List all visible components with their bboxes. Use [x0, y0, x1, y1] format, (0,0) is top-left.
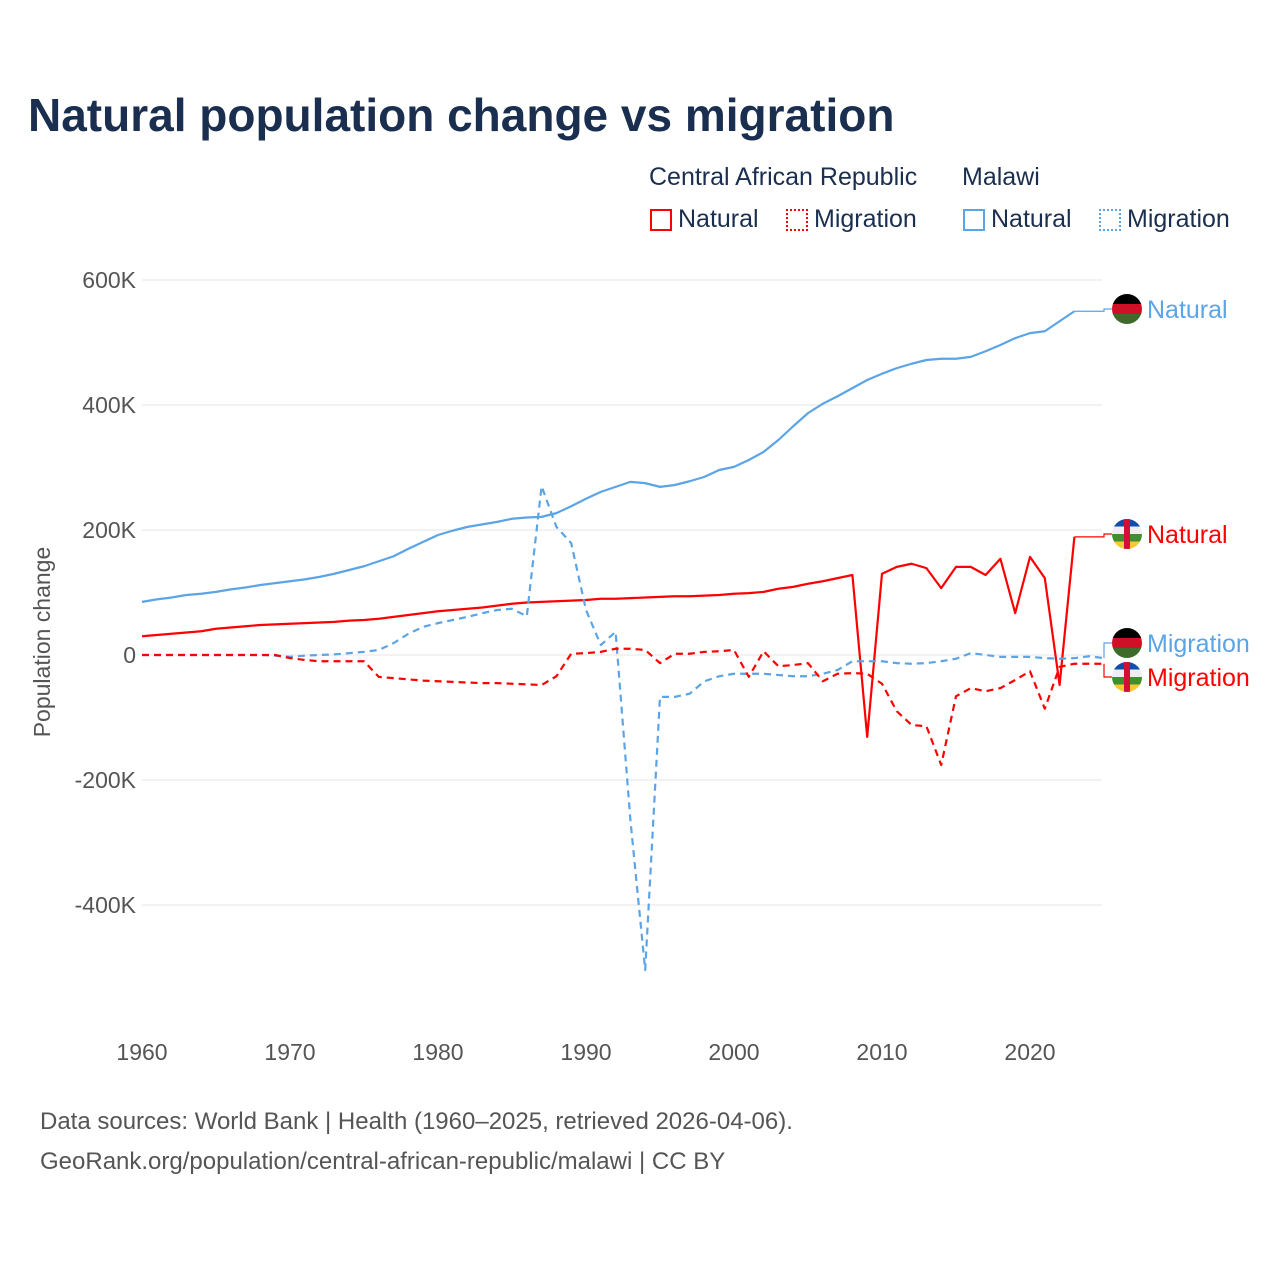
y-axis-label: Population change [29, 547, 55, 738]
y-tick-label: 400K [82, 392, 136, 418]
label-leader [1103, 663, 1112, 678]
legend-malawi-migration[interactable]: Migration [1099, 205, 1230, 234]
y-tick-label: -200K [75, 767, 137, 793]
legend-swatch-solid [963, 208, 985, 231]
label-leader [1074, 533, 1112, 538]
legend-group-malawi: Malawi [962, 163, 1040, 191]
series-end-label: Natural [1147, 521, 1228, 549]
label-leader [1103, 642, 1112, 659]
legend-label: Migration [1127, 205, 1230, 233]
series-end-label: Migration [1147, 664, 1250, 692]
legend-label: Natural [991, 205, 1072, 233]
y-tick-label: 600K [82, 267, 136, 293]
y-tick-label: -400K [75, 892, 137, 918]
label-leader [1074, 308, 1112, 312]
legend-swatch-dotted [786, 208, 808, 231]
series-end-label: Migration [1147, 630, 1250, 658]
legend-car-migration[interactable]: Migration [786, 205, 917, 234]
legend-malawi-natural[interactable]: Natural [963, 205, 1072, 234]
x-tick-label: 2010 [856, 1039, 907, 1065]
series-line [141, 310, 1076, 603]
y-tick-label: 0 [123, 642, 136, 668]
x-tick-label: 1970 [264, 1039, 315, 1065]
legend-car-natural[interactable]: Natural [650, 205, 759, 234]
chart-title: Natural population change vs migration [28, 89, 895, 141]
series-end-label: Natural [1147, 296, 1228, 324]
x-tick-label: 1980 [412, 1039, 463, 1065]
series-line [142, 647, 1104, 767]
malawi-flag-icon [1112, 628, 1142, 658]
malawi-flag-icon [1112, 294, 1142, 324]
y-tick-label: 200K [82, 517, 136, 543]
x-tick-label: 2020 [1004, 1039, 1055, 1065]
series-line [141, 536, 1076, 738]
x-tick-label: 1990 [560, 1039, 611, 1065]
x-tick-label: 2000 [708, 1039, 759, 1065]
legend-swatch-dotted [1099, 208, 1121, 231]
legend-label: Migration [814, 205, 917, 233]
footer-sources: Data sources: World Bank | Health (1960–… [40, 1108, 793, 1135]
legend-swatch-solid [650, 208, 672, 231]
series-line [142, 485, 1105, 972]
car-flag-icon [1112, 662, 1142, 692]
footer-url[interactable]: GeoRank.org/population/central-african-r… [40, 1148, 726, 1175]
legend-group-car: Central African Republic [649, 163, 918, 191]
legend-label: Natural [678, 205, 759, 233]
x-tick-label: 1960 [116, 1039, 167, 1065]
car-flag-icon [1112, 519, 1142, 549]
